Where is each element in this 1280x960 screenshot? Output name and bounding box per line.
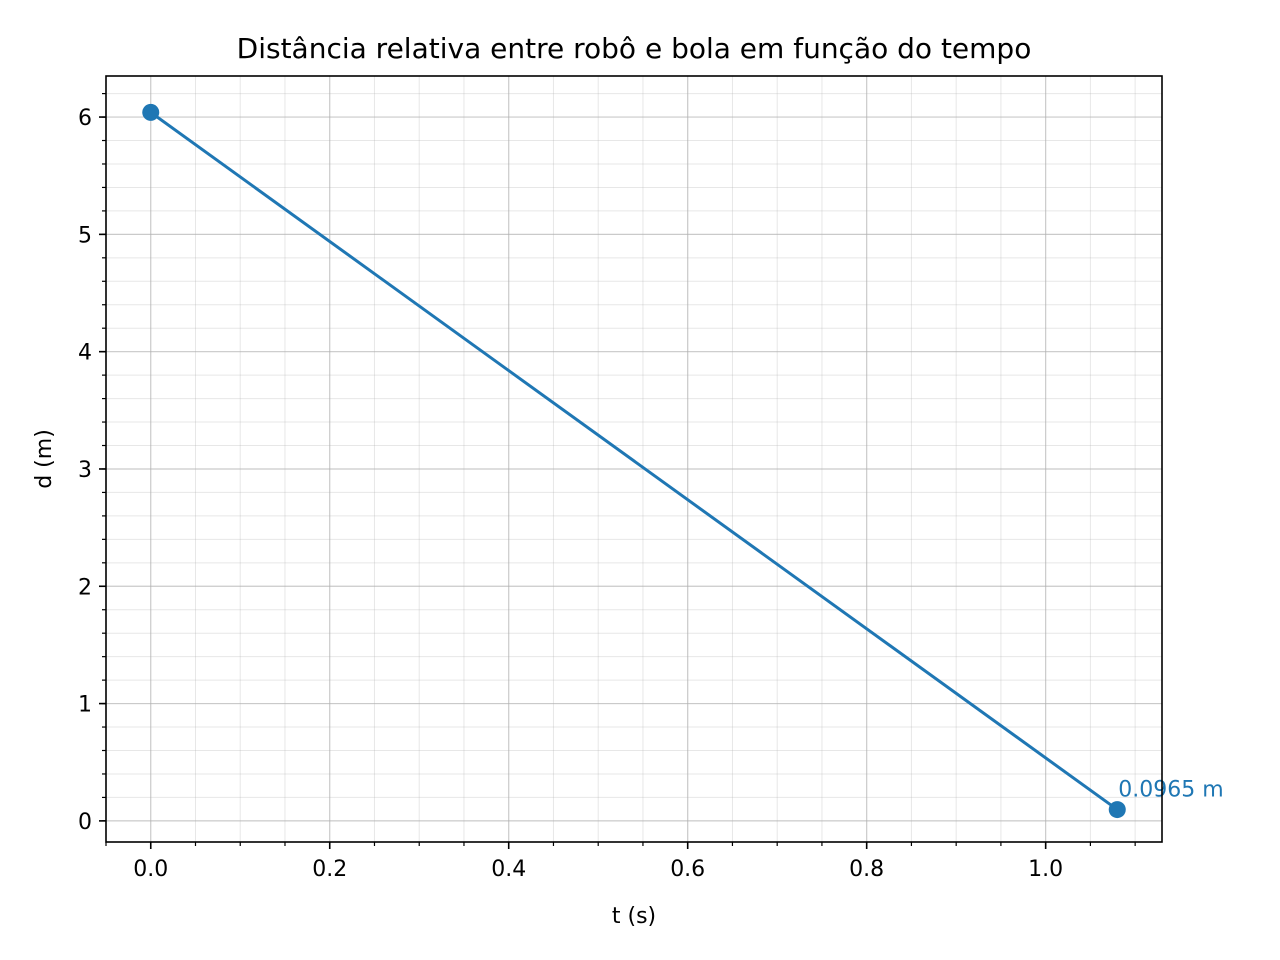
chart-title: Distância relativa entre robô e bola em … — [237, 32, 1032, 65]
x-tick-label: 0.0 — [133, 857, 168, 882]
x-tick-label: 0.6 — [670, 857, 705, 882]
y-axis: 0 1 2 3 4 5 6 — [78, 92, 106, 835]
x-axis-label: t (s) — [612, 904, 656, 929]
y-tick-label: 2 — [78, 575, 92, 600]
x-axis: 0.0 0.2 0.4 0.6 0.8 1.0 — [105, 842, 1136, 882]
x-tick-label: 1.0 — [1028, 857, 1063, 882]
y-tick-label: 4 — [78, 341, 92, 366]
x-tick-label: 0.2 — [312, 857, 347, 882]
series-line — [149, 111, 1119, 811]
major-grid — [106, 76, 1162, 842]
y-tick-label: 1 — [78, 693, 92, 718]
x-tick-label: 0.4 — [491, 857, 526, 882]
y-tick-label: 5 — [78, 223, 92, 248]
y-axis-label: d (m) — [32, 429, 57, 489]
data-point — [1108, 801, 1126, 819]
plot-frame — [105, 75, 1163, 843]
point-annotation: 0.0965 m — [1118, 778, 1223, 803]
series-layer: 0.0965 m — [142, 103, 1224, 819]
y-tick-label: 6 — [78, 106, 92, 131]
y-tick-label: 0 — [78, 810, 92, 835]
y-tick-label: 3 — [78, 458, 92, 483]
x-tick-label: 0.8 — [849, 857, 884, 882]
data-point — [142, 103, 160, 121]
